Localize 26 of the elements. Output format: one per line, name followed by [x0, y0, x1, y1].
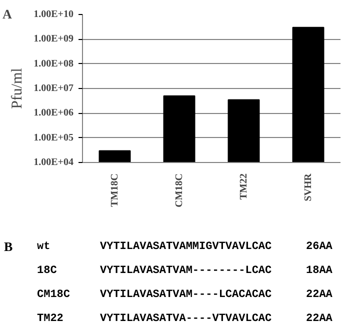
text: 26AA — [306, 240, 332, 255]
y-tick-label: 1.00E+04 — [34, 157, 74, 168]
text: 22AA — [306, 288, 332, 303]
text: wt — [37, 240, 50, 255]
text: VYTILAVASATVAM--------LCAC — [100, 264, 272, 279]
x-tick-label: CM18C — [174, 173, 185, 208]
text: VYTILAVASATVAMMIGVTVAVLCAC — [100, 240, 272, 255]
y-tick-label: 1.00E+06 — [34, 108, 74, 119]
text: B — [4, 238, 13, 256]
y-tick-label: 1.00E+08 — [34, 58, 74, 70]
x-tick-label: TM18C — [109, 173, 120, 207]
text: 18AA — [306, 264, 332, 279]
text: A — [2, 6, 12, 22]
y-tick-label: 1.00E+10 — [34, 9, 74, 20]
y-tick-label: 1.00E+09 — [34, 34, 74, 45]
text: 18C — [37, 264, 57, 279]
text: VYTILAVASATVA----VTVAVLCAC — [100, 312, 272, 327]
y-axis-title: Pfu/ml — [10, 68, 26, 109]
y-tick-label: 1.00E+07 — [34, 83, 74, 94]
x-tick-label: SVHR — [302, 172, 314, 202]
x-tick-label: TM22 — [238, 174, 250, 200]
text: CM18C — [37, 288, 70, 303]
text: 22AA — [306, 312, 332, 327]
text: VYTILAVASATVAM----LCACACAC — [100, 288, 272, 303]
y-tick-label: 1.00E+05 — [34, 132, 74, 144]
text: TM22 — [37, 312, 64, 327]
